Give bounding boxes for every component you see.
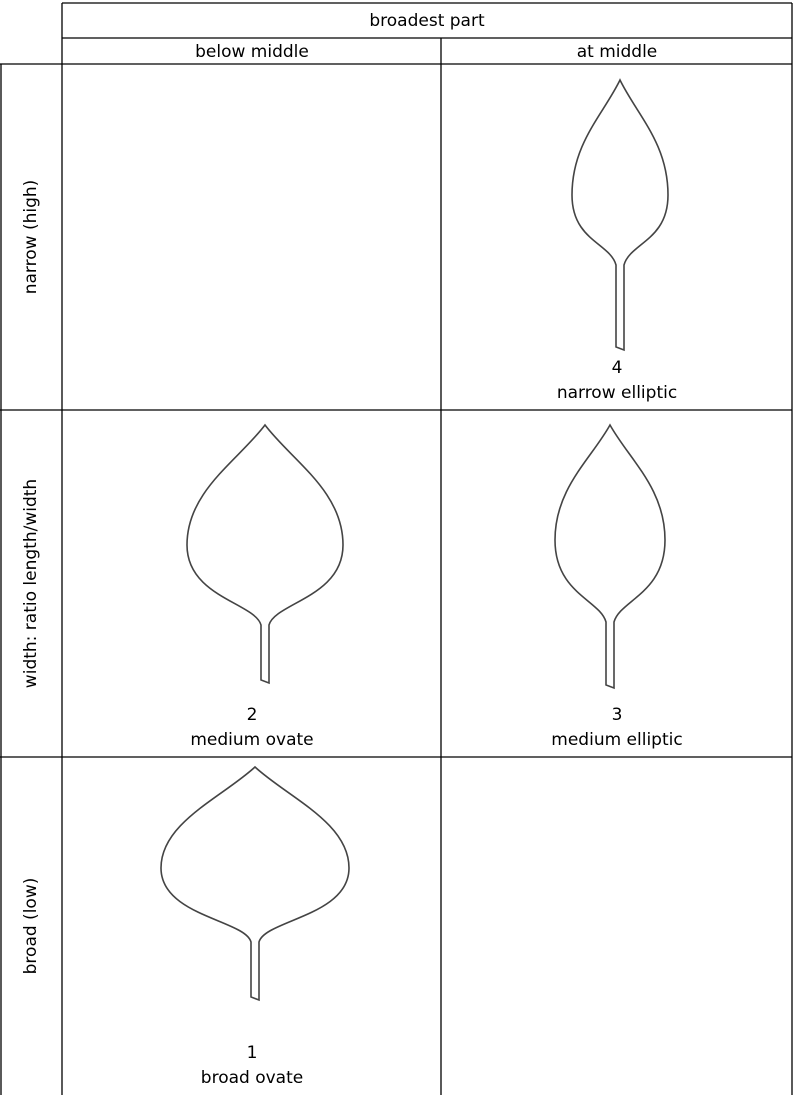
shape-number: 2: [247, 705, 258, 725]
group-header: broadest part: [369, 11, 485, 31]
leaf-drawing: [186, 423, 344, 685]
shape-name: narrow elliptic: [557, 383, 677, 403]
shape-number: 3: [612, 705, 623, 725]
leaf-drawing: [554, 423, 666, 690]
shape-name: medium ovate: [190, 730, 313, 750]
shape-number: 1: [247, 1043, 258, 1063]
shape-name: medium elliptic: [551, 730, 682, 750]
row-header: broad (low): [21, 878, 41, 975]
row-header: narrow (high): [21, 180, 41, 295]
shape-name: broad ovate: [201, 1068, 303, 1088]
column-header: at middle: [577, 42, 658, 62]
column-header: below middle: [195, 42, 309, 62]
leaf-drawing: [160, 765, 350, 1002]
row-header: width: ratio length/width: [21, 479, 41, 688]
shape-number: 4: [612, 358, 623, 378]
leaf-drawing: [571, 78, 669, 352]
